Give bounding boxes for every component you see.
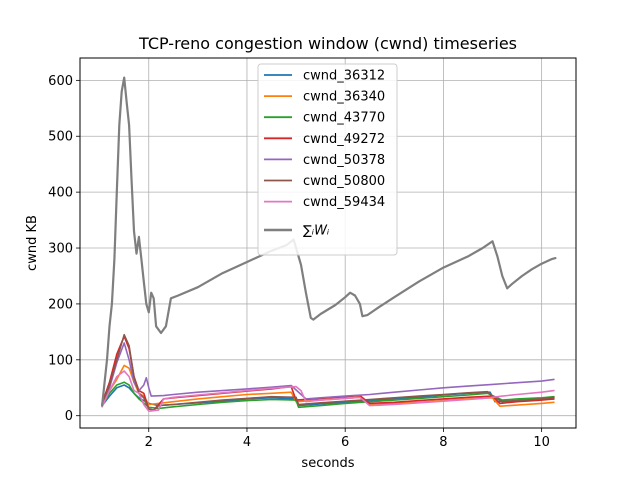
y-axis-label: cwnd KB xyxy=(25,215,40,271)
chart-title: TCP-reno congestion window (cwnd) timese… xyxy=(138,34,517,53)
y-tick-label: 0 xyxy=(65,409,73,424)
y-tick-label: 100 xyxy=(48,353,73,368)
x-tick-label: 6 xyxy=(341,435,349,450)
series-layer xyxy=(101,76,557,412)
legend-label: cwnd_49272 xyxy=(303,132,385,147)
x-axis-label: seconds xyxy=(301,456,354,471)
y-tick-label: 500 xyxy=(48,130,73,145)
legend-box xyxy=(257,63,398,256)
x-tick-label: 10 xyxy=(533,435,550,450)
x-tick-label: 8 xyxy=(439,435,447,450)
legend-label: ∑ᵢWᵢ xyxy=(303,224,330,239)
y-tick-label: 200 xyxy=(48,297,73,312)
legend-label: cwnd_36340 xyxy=(303,90,385,105)
x-tick-label: 2 xyxy=(145,435,153,450)
y-tick-label: 400 xyxy=(48,186,73,201)
legend-label: cwnd_50800 xyxy=(303,174,385,189)
series-line-cwnd-59434 xyxy=(101,370,555,412)
legend: cwnd_36312 cwnd_36340 cwnd_43770 cwnd_49272… xyxy=(257,63,398,256)
x-axis: 2 4 6 8 10 xyxy=(145,428,550,450)
y-tick-label: 300 xyxy=(48,242,73,257)
legend-label: cwnd_43770 xyxy=(303,111,385,126)
legend-label: cwnd_36312 xyxy=(303,69,385,84)
series-line-cwnd-50800 xyxy=(101,333,555,411)
y-axis: 0 100 200 300 400 500 600 xyxy=(48,74,80,424)
legend-label: cwnd_50378 xyxy=(303,153,385,168)
plot-frame xyxy=(79,57,577,429)
series-line-cwnd-50378 xyxy=(101,342,555,406)
x-tick-label: 4 xyxy=(243,435,251,450)
y-tick-label: 600 xyxy=(48,74,73,89)
legend-label: cwnd_59434 xyxy=(303,195,385,210)
